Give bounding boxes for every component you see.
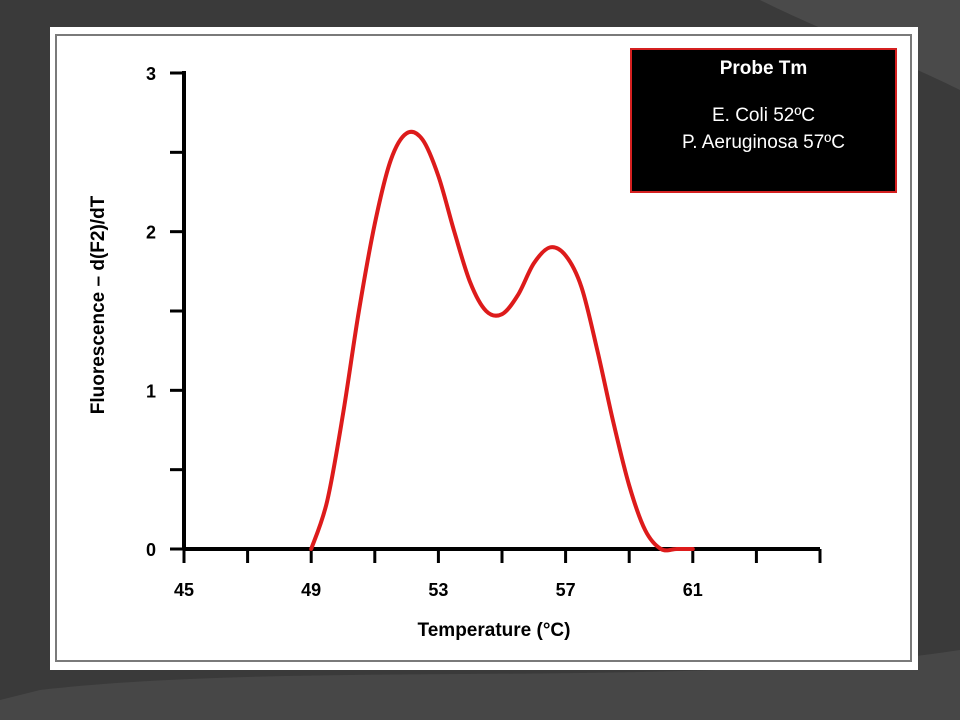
chart-panel: 0 1 2 3 45 49 53 57 61 Temperature (°C) Fluoresc…: [50, 27, 918, 670]
y-tick-label: 3: [146, 64, 156, 84]
legend-box: Probe Tm E. Coli 52ºC P. Aeruginosa 57ºC: [630, 48, 897, 193]
y-tick-label: 2: [146, 223, 156, 243]
y-tick-label: 1: [146, 381, 156, 401]
y-tick-label: 0: [146, 540, 156, 560]
x-tick-label: 57: [556, 580, 576, 600]
legend-entries: E. Coli 52ºC P. Aeruginosa 57ºC: [632, 102, 895, 156]
x-axis-title: Temperature (°C): [418, 620, 571, 641]
plot-frame: [55, 34, 912, 662]
x-tick-label: 61: [683, 580, 703, 600]
x-tick-label: 49: [301, 580, 321, 600]
legend-entry-p-aeruginosa: P. Aeruginosa 57ºC: [682, 132, 845, 153]
x-tick-label: 53: [428, 580, 448, 600]
legend-entry-e-coli: E. Coli 52ºC: [711, 105, 816, 126]
legend-title: Probe Tm: [719, 58, 808, 79]
x-tick-label: 45: [174, 580, 194, 600]
melt-curve-chart: 0 1 2 3 45 49 53 57 61 Temperature (°C) Fluoresc…: [88, 64, 822, 641]
series-line: [309, 129, 695, 553]
y-axis-title: Fluorescence – d(F2)/dT: [88, 195, 109, 414]
